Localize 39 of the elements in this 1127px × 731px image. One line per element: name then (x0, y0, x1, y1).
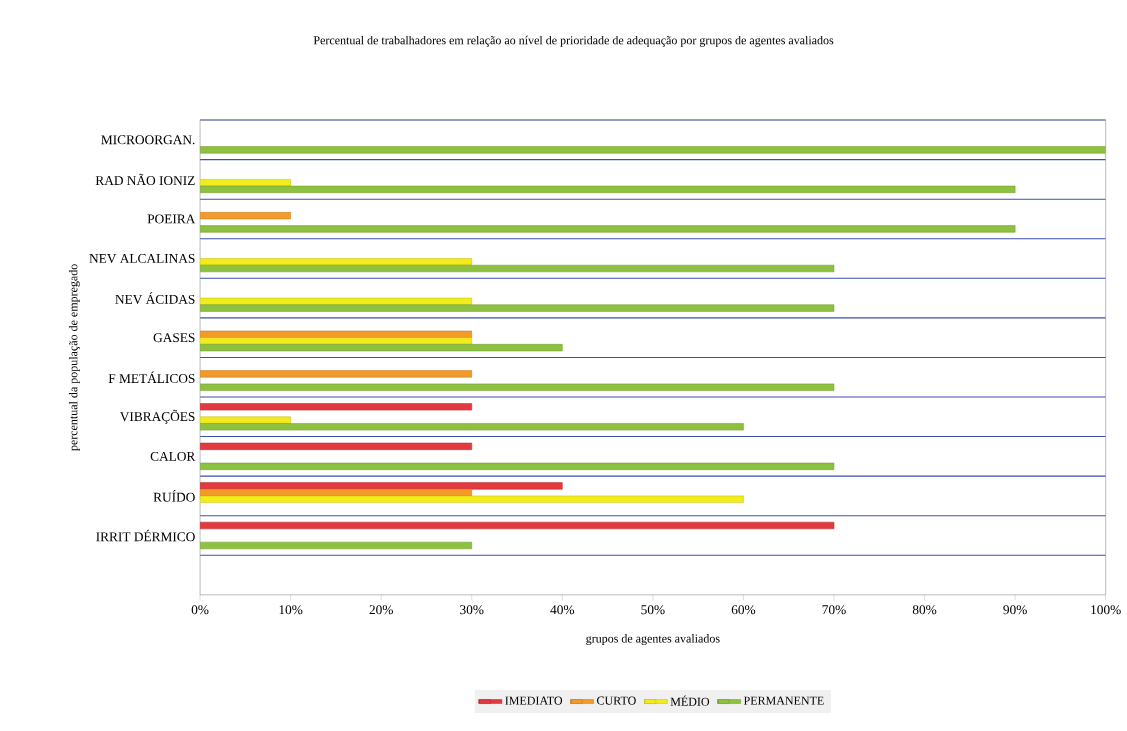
bar (200, 495, 744, 503)
y-tick-label: POEIRA (147, 214, 196, 224)
bar (200, 225, 1016, 233)
bar (200, 370, 473, 378)
bar (200, 337, 473, 345)
x-tick-label: 100% (1091, 605, 1121, 615)
x-tick-label: 80% (912, 605, 937, 615)
x-tick-label: 90% (1003, 605, 1027, 615)
chart-title: Percentual de trabalhadores em relação ao nível de prioridade de adequação por grupos de agentes avaliados (313, 35, 834, 47)
y-tick-label: VIBRAÇÕES (119, 409, 195, 424)
legend-label: IMEDIATO (505, 696, 563, 705)
y-tick-label: F METÁLICOS (108, 371, 195, 384)
bar (200, 304, 835, 312)
legend-label: PERMANENTE (743, 696, 824, 705)
x-tick-label: 20% (369, 605, 393, 615)
y-axis-title: percentual da população de empregado (68, 264, 80, 451)
x-tick-label: 0% (191, 605, 209, 615)
bar (200, 146, 1106, 154)
x-tick-label: 10% (279, 605, 303, 615)
y-tick-label: RUÍDO (153, 490, 195, 502)
y-tick-label: RAD NÃO IONIZ (95, 173, 195, 186)
y-tick-label: NEV ALCALINAS (89, 254, 195, 264)
bar (200, 212, 291, 220)
x-tick-label: 50% (641, 605, 665, 615)
y-tick-label: MICROORGAN. (101, 135, 195, 145)
x-tick-label: 70% (822, 605, 846, 615)
x-tick-label: 30% (460, 605, 484, 615)
bar (200, 258, 473, 266)
y-tick-label: NEV ÁCIDAS (115, 292, 195, 304)
x-axis-title: grupos de agentes avaliados (586, 634, 720, 646)
x-tick-label: 60% (731, 605, 756, 615)
y-tick-label: IRRIT DÉRMICO (96, 529, 195, 542)
y-tick-label: CALOR (150, 451, 196, 461)
x-tick-label: 40% (550, 605, 575, 615)
legend-label: MÉDIO (670, 695, 710, 706)
bar (200, 482, 563, 490)
legend-label: CURTO (597, 696, 636, 705)
y-tick-label: GASES (153, 333, 195, 343)
bar (200, 330, 473, 338)
